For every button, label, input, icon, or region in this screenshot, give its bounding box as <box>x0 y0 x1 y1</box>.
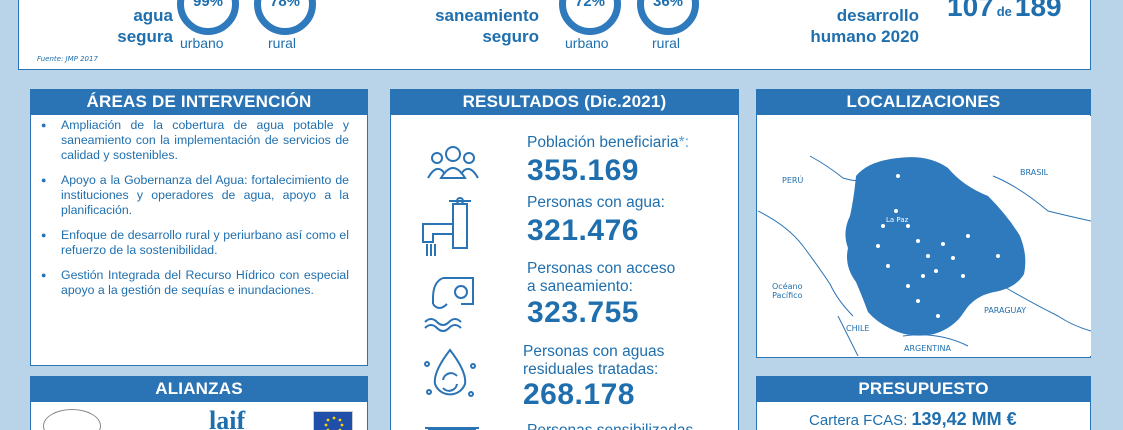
result-label: Personas con aguas residuales tratadas: <box>523 343 664 379</box>
sanitation-rural-label: rural <box>652 35 681 51</box>
list-item: Apoyo a la Gobernanza del Agua: fortalec… <box>41 173 349 218</box>
result-value: 268.178 <box>523 378 635 411</box>
water-urban-pct: 99% <box>192 0 224 10</box>
indicators-strip: agua segura 99% 78% urbano rural Fuente:… <box>18 0 1091 70</box>
hdi-rank: 107 de 189 <box>947 0 1062 23</box>
hdi-label-line2: humano 2020 <box>810 27 919 46</box>
water-rural-ring: 78% <box>254 0 316 35</box>
result-label-line1: Personas con aguas <box>523 343 665 360</box>
map-svg <box>758 155 1091 356</box>
map-label-ocean-line2: Pacífico <box>772 291 803 300</box>
map-label-brasil: BRASIL <box>1020 168 1049 177</box>
hdi-label-line1: desarrollo <box>836 6 919 25</box>
result-label-text: Población beneficiaria <box>527 134 679 151</box>
water-label-line1: agua <box>133 6 173 25</box>
eu-flag-icon <box>313 411 353 430</box>
partner-seal-logo <box>43 409 101 430</box>
result-label-line1: Personas con acceso <box>527 260 676 277</box>
result-value: 323.755 <box>527 296 639 329</box>
list-item: Enfoque de desarrollo rural y periurbano… <box>41 228 349 258</box>
sanitation-rural-ring: 36% <box>637 0 699 35</box>
budget-value: 139,42 MM € <box>911 409 1017 429</box>
result-value: 321.476 <box>527 214 639 247</box>
result-label: Personas con agua: <box>527 194 665 211</box>
budget-line: Cartera FCAS: 139,42 MM € <box>809 409 1017 430</box>
hdi-rank-connector: de <box>996 4 1012 19</box>
water-rural-pct: 78% <box>269 0 301 10</box>
board-icon <box>425 427 479 430</box>
water-rural-label: rural <box>268 35 297 51</box>
hdi-rank-value: 107 <box>947 0 994 22</box>
water-urban-ring: 99% <box>177 0 239 35</box>
sanitation-urban-label: urbano <box>565 35 609 51</box>
partner-logo-lait: laif <box>209 406 246 430</box>
results-title: RESULTADOS (Dic.2021) <box>390 89 739 115</box>
areas-list: Ampliación de la cobertura de agua potab… <box>41 118 349 308</box>
hdi-label: desarrollo humano 2020 <box>779 5 919 47</box>
result-value: 355.169 <box>527 154 639 187</box>
map-label-chile: CHILE <box>846 324 870 333</box>
budget-title: PRESUPUESTO <box>756 376 1091 402</box>
bolivia-map: PERÚ BRASIL La Paz Océano Pacífico CHILE… <box>758 116 1091 356</box>
bolivia-shape <box>845 157 1026 336</box>
map-label-ocean-line1: Océano <box>772 282 803 291</box>
list-item: Gestión Integrada del Recurso Hídrico co… <box>41 268 349 298</box>
map-label-argentina: ARGENTINA <box>904 344 951 353</box>
hdi-rank-total: 189 <box>1014 0 1062 22</box>
asterisk-mark: *: <box>678 134 689 151</box>
result-label: Personas con acceso a saneamiento: <box>527 260 675 296</box>
sanitation-rural-pct: 36% <box>652 0 684 10</box>
result-label-line2: a saneamiento: <box>527 278 633 295</box>
sanitation-label: saneamiento seguro <box>415 5 539 47</box>
results-panel: Población beneficiaria*: 355.169 Persona… <box>390 103 739 430</box>
faucet-icon <box>422 197 471 256</box>
water-urban-label: urbano <box>180 35 224 51</box>
recycle-drop-icon <box>424 348 476 397</box>
water-label-line2: segura <box>117 27 173 46</box>
budget-label: Cartera FCAS: <box>809 412 908 429</box>
sanitation-urban-pct: 72% <box>574 0 606 10</box>
result-label: Población beneficiaria*: <box>527 134 689 152</box>
drain-icon <box>424 277 474 332</box>
areas-panel: Ampliación de la cobertura de agua potab… <box>30 103 368 366</box>
list-item: Ampliación de la cobertura de agua potab… <box>41 118 349 163</box>
areas-title: ÁREAS DE INTERVENCIÓN <box>30 89 368 115</box>
map-label-lapaz: La Paz <box>886 216 909 224</box>
alliances-title: ALIANZAS <box>30 376 368 402</box>
sanitation-label-line1: saneamiento <box>435 6 539 25</box>
result-label: Personas sensibilizadas <box>527 422 693 430</box>
map-label-peru: PERÚ <box>782 176 804 185</box>
sanitation-label-line2: seguro <box>482 27 539 46</box>
water-label: agua segura <box>89 5 173 47</box>
sanitation-urban-ring: 72% <box>559 0 621 35</box>
source-note: Fuente: JMP 2017 <box>37 55 98 63</box>
result-label-line2: residuales tratadas: <box>523 361 659 378</box>
map-label-ocean: Océano Pacífico <box>772 282 802 300</box>
map-label-paraguay: PARAGUAY <box>984 306 1027 315</box>
localizations-title: LOCALIZACIONES <box>756 89 1091 115</box>
people-icon <box>427 146 479 179</box>
